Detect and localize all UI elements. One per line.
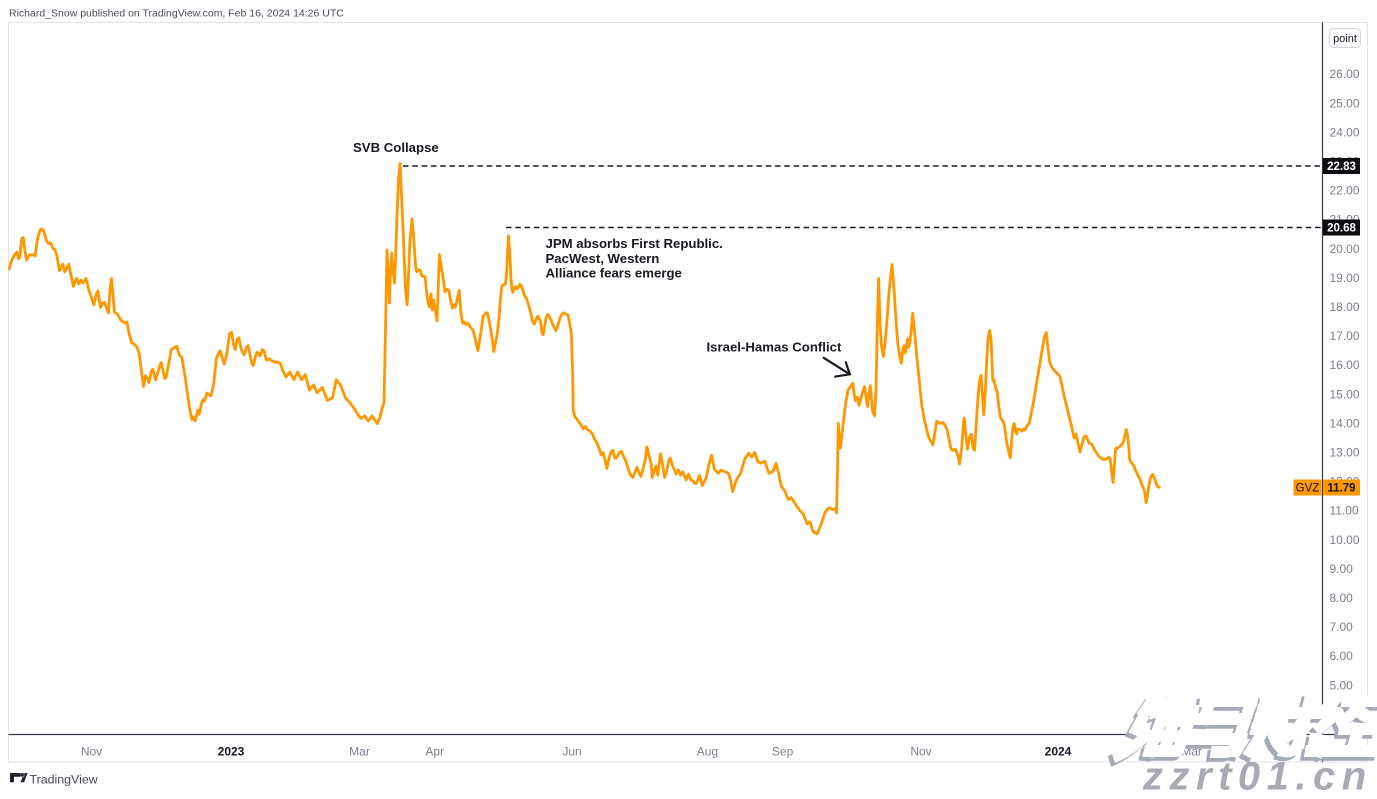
svg-text:26.00: 26.00 [1330, 67, 1360, 81]
svg-text:SVB Collapse: SVB Collapse [353, 140, 439, 155]
svg-text:8.00: 8.00 [1330, 591, 1354, 605]
svg-text:16.00: 16.00 [1330, 358, 1360, 372]
svg-text:18.00: 18.00 [1330, 300, 1360, 314]
svg-text:Nov: Nov [81, 745, 102, 759]
svg-text:9.00: 9.00 [1330, 562, 1354, 576]
svg-text:20.00: 20.00 [1330, 242, 1360, 256]
svg-text:Aug: Aug [697, 745, 718, 759]
svg-text:2024: 2024 [1045, 745, 1072, 759]
svg-text:17.00: 17.00 [1330, 329, 1360, 343]
svg-text:zzrt01.cn: zzrt01.cn [1142, 755, 1373, 795]
svg-text:GVZ: GVZ [1296, 483, 1320, 495]
svg-text:19.00: 19.00 [1330, 271, 1360, 285]
svg-text:Nov: Nov [910, 745, 931, 759]
svg-text:15.00: 15.00 [1330, 387, 1360, 401]
svg-text:7.00: 7.00 [1330, 620, 1354, 634]
svg-text:PacWest, Western: PacWest, Western [546, 251, 660, 266]
svg-text:Mar: Mar [349, 745, 370, 759]
svg-text:TradingView: TradingView [30, 773, 98, 787]
svg-text:Israel-Hamas Conflict: Israel-Hamas Conflict [707, 340, 842, 355]
svg-text:14.00: 14.00 [1330, 416, 1360, 430]
svg-text:10.00: 10.00 [1330, 533, 1360, 547]
svg-text:13.00: 13.00 [1330, 446, 1360, 460]
svg-text:JPM absorbs First Republic.: JPM absorbs First Republic. [546, 236, 723, 251]
svg-text:Sep: Sep [772, 745, 794, 759]
svg-text:6.00: 6.00 [1330, 649, 1354, 663]
svg-text:22.00: 22.00 [1330, 184, 1360, 198]
svg-text:Apr: Apr [425, 745, 444, 759]
svg-text:Alliance fears emerge: Alliance fears emerge [546, 266, 682, 281]
svg-text:25.00: 25.00 [1330, 96, 1360, 110]
svg-text:Richard_Snow published on Trad: Richard_Snow published on TradingView.co… [9, 7, 344, 19]
svg-text:point: point [1333, 33, 1357, 45]
svg-text:2023: 2023 [218, 745, 245, 759]
svg-text:Jun: Jun [562, 745, 581, 759]
svg-text:11.79: 11.79 [1327, 483, 1355, 495]
svg-text:20.68: 20.68 [1327, 223, 1356, 235]
svg-text:24.00: 24.00 [1330, 125, 1360, 139]
svg-text:5.00: 5.00 [1330, 678, 1354, 692]
svg-text:22.83: 22.83 [1327, 161, 1356, 173]
svg-text:11.00: 11.00 [1330, 504, 1359, 518]
